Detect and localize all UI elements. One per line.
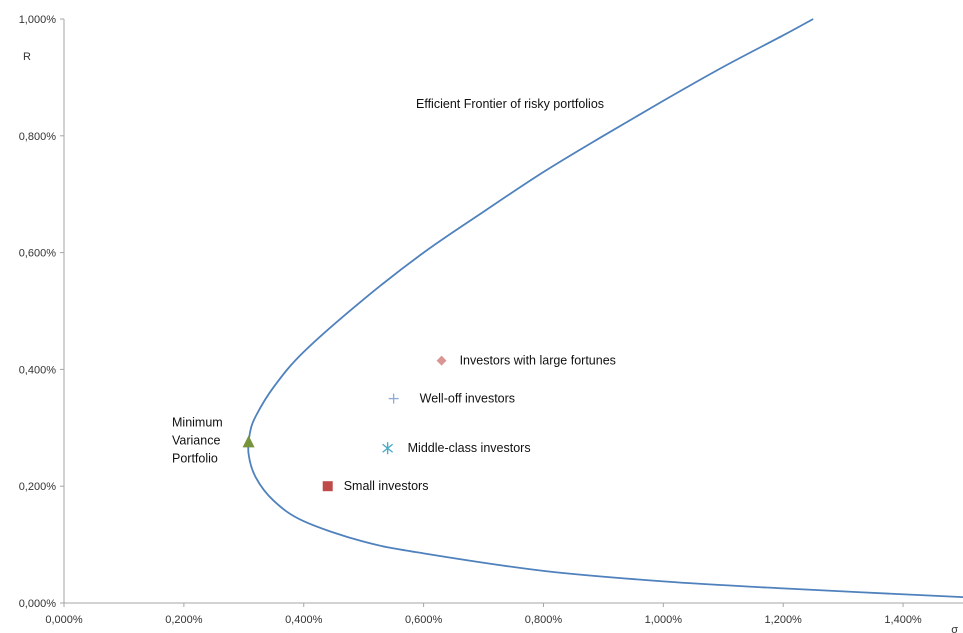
small-investors-marker (322, 481, 333, 492)
efficient-frontier-label: Efficient Frontier of risky portfolios (416, 97, 604, 111)
middle-class-investors-marker (382, 442, 394, 455)
labels: Efficient Frontier of risky portfolios Mi… (172, 97, 616, 493)
y-tick-label: 0,400% (19, 364, 57, 376)
y-axis-title: R (23, 51, 31, 63)
x-tick-label: 0,200% (165, 614, 203, 626)
efficient-frontier-line (247, 18, 963, 599)
x-tick-label: 1,200% (765, 614, 803, 626)
x-tick-label: 1,000% (645, 614, 683, 626)
x-axis-title: σ (951, 624, 958, 633)
curve-layer (247, 18, 963, 599)
markers (242, 355, 447, 492)
well-off-investors-label: Well-off investors (420, 392, 515, 406)
axes: 0,000% 0,200% 0,400% 0,600% 0,800% 1,000% 0,00… (19, 14, 963, 633)
investors-with-large-fortunes-marker (436, 355, 447, 366)
minimum-variance-portfolio-marker (242, 435, 255, 448)
x-tick-label: 0,400% (285, 614, 323, 626)
x-tick-label: 0,000% (45, 614, 83, 626)
x-tick-label: 1,400% (884, 614, 922, 626)
y-tick-label: 0,600% (19, 248, 57, 260)
y-tick-label: 1,000% (19, 14, 57, 26)
x-tick-label: 0,800% (525, 614, 563, 626)
y-tick-label: 0,000% (19, 598, 57, 610)
y-tick-label: 0,200% (19, 481, 57, 493)
investors-with-large-fortunes-label: Investors with large fortunes (460, 354, 616, 368)
y-tick-label: 0,800% (19, 131, 57, 143)
small-investors-label: Small investors (344, 479, 429, 493)
well-off-investors-marker (388, 393, 399, 404)
middle-class-investors-label: Middle-class investors (408, 441, 531, 455)
minimum-variance-portfolio-label: Minimum Variance Portfolio (172, 415, 223, 465)
x-tick-label: 0,600% (405, 614, 443, 626)
